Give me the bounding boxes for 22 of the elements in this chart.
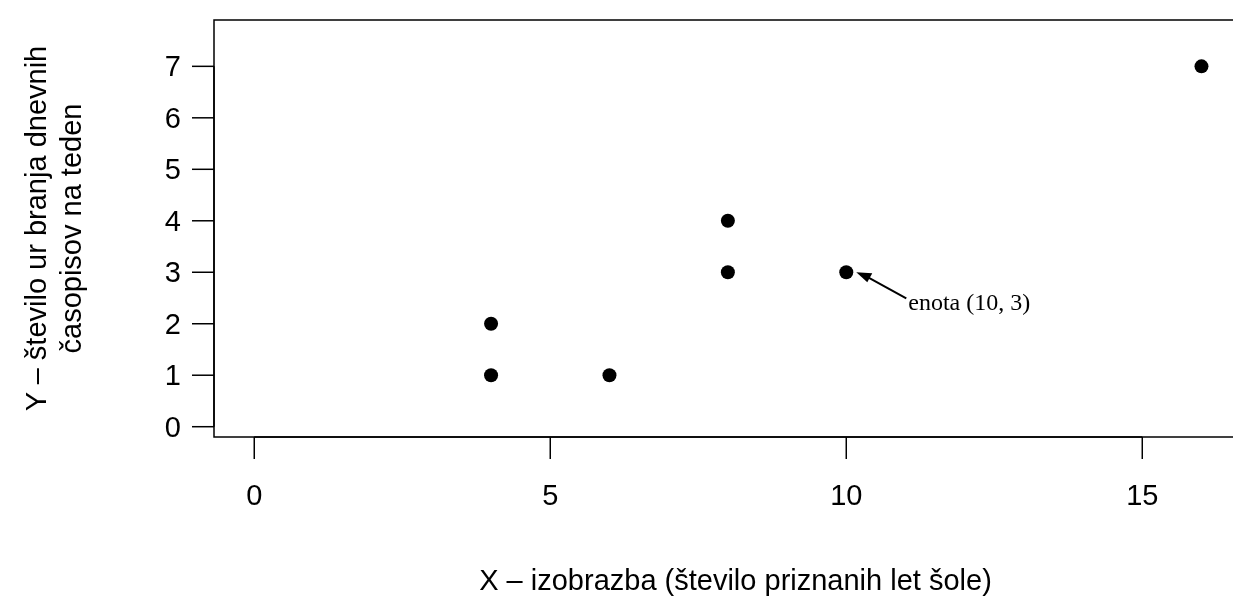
y-tick-label: 7 bbox=[164, 50, 181, 83]
point bbox=[720, 265, 735, 280]
x-tick-label: 15 bbox=[1126, 479, 1159, 511]
y-tick-label: 5 bbox=[164, 153, 181, 186]
point bbox=[839, 265, 854, 280]
annotation: enota (10, 3) bbox=[908, 289, 1031, 316]
x-tick-label: 10 bbox=[830, 479, 863, 511]
point bbox=[1194, 59, 1209, 74]
point bbox=[484, 316, 499, 331]
y-tick-label: 6 bbox=[164, 101, 181, 134]
y-tick-label: 2 bbox=[164, 307, 181, 340]
y-tick-label: 3 bbox=[164, 256, 181, 289]
point bbox=[720, 213, 735, 228]
y-tick-label: 1 bbox=[164, 359, 181, 392]
x-tick-label: 5 bbox=[542, 479, 559, 511]
y-tick-label: 0 bbox=[164, 410, 181, 443]
x-tick-label: 0 bbox=[246, 479, 263, 511]
point bbox=[602, 368, 617, 383]
y-tick-label: 4 bbox=[164, 204, 181, 237]
y-axis-title: Y – število ur branja dnevnih časopisov na teden bbox=[20, 45, 87, 412]
point bbox=[484, 368, 499, 383]
x-axis-title: X – izobrazba (število priznanih let šole) bbox=[479, 564, 992, 596]
